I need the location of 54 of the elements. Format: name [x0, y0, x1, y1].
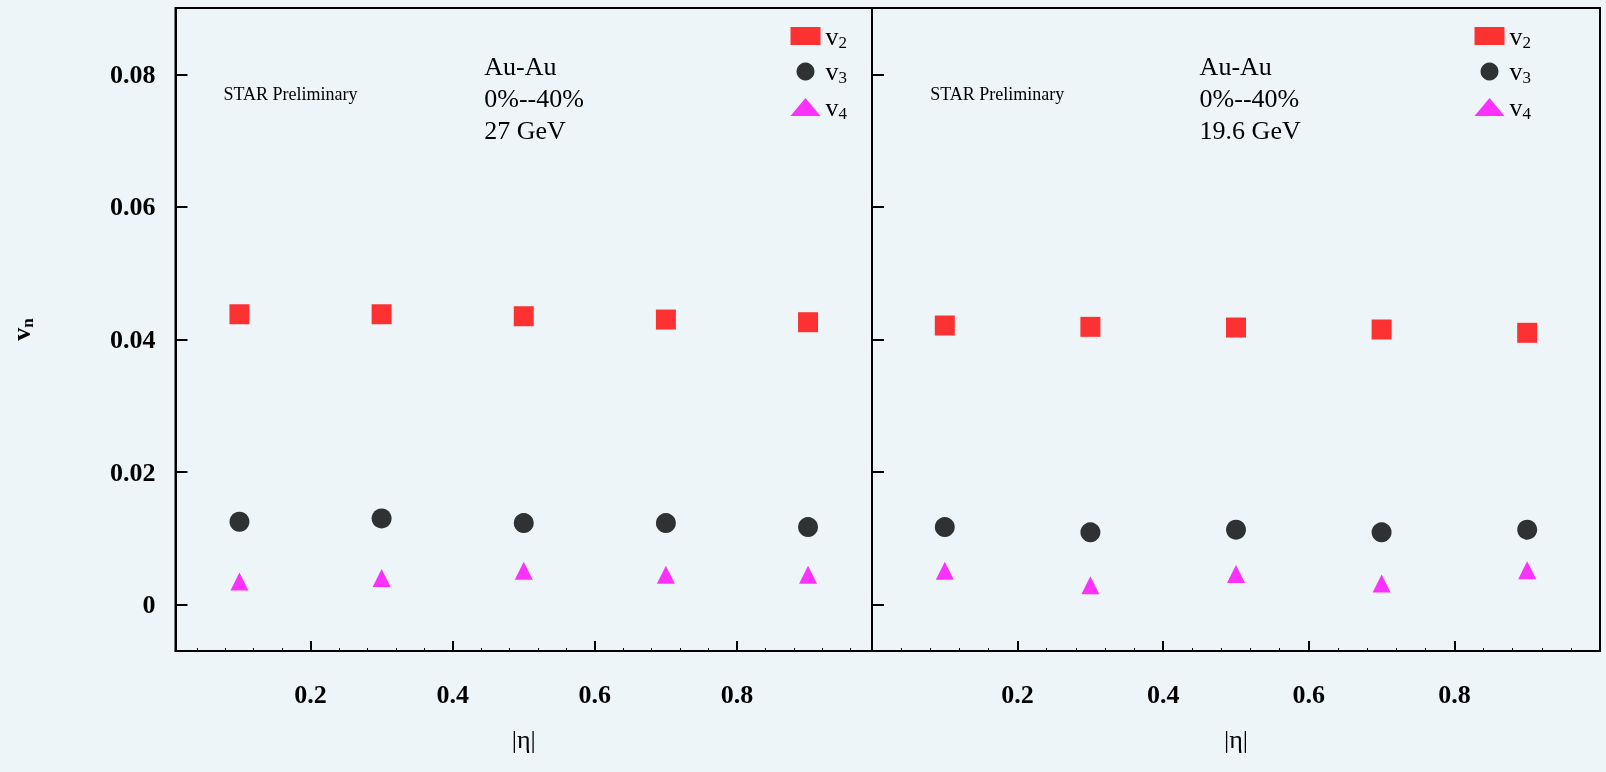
point: [513, 513, 534, 534]
point: [372, 569, 391, 588]
point: [1517, 519, 1538, 540]
point: [229, 304, 250, 325]
point: [1080, 316, 1101, 337]
y-axis-title: vn: [6, 317, 37, 341]
annotation: Au-Au: [1199, 51, 1272, 81]
y-tick-label: 0.02: [110, 457, 156, 487]
point: [934, 517, 955, 538]
point: [371, 304, 392, 325]
annotation: 27 GeV: [484, 115, 567, 145]
point: [655, 309, 676, 330]
annotation: STAR Preliminary: [223, 84, 358, 105]
x-tick-label: 0.6: [578, 679, 612, 709]
point: [1518, 561, 1537, 580]
annotation: STAR Preliminary: [930, 84, 1065, 105]
point: [1372, 574, 1391, 593]
x-axis-title: |η|: [511, 724, 536, 754]
y-tick-label: 0.04: [110, 324, 156, 354]
point: [371, 508, 392, 529]
point: [1226, 519, 1246, 540]
x-axis-title: |η|: [1223, 724, 1249, 754]
point: [798, 517, 819, 538]
point: [1227, 565, 1245, 584]
point: [514, 561, 533, 580]
y-tick-label: 0.06: [110, 192, 156, 222]
point: [1226, 317, 1246, 338]
point: [229, 511, 250, 532]
x-tick-label: 0.2: [1001, 679, 1034, 709]
point: [513, 306, 534, 327]
point: [656, 565, 675, 584]
point: [1081, 576, 1100, 595]
annotation: 19.6 GeV: [1199, 115, 1301, 145]
point: [1517, 322, 1538, 343]
annotation: 0%--40%: [484, 83, 584, 113]
point: [934, 315, 955, 336]
x-tick-label: 0.8: [1438, 679, 1471, 709]
point: [935, 561, 954, 580]
annotation: 0%--40%: [1199, 83, 1300, 113]
y-tick-label: 0: [142, 590, 156, 620]
x-tick-label: 0.8: [720, 679, 754, 709]
point: [1371, 319, 1392, 340]
x-tick-label: 0.6: [1292, 679, 1326, 709]
y-tick-label: 0.08: [110, 59, 156, 89]
point: [1371, 522, 1392, 543]
point: [655, 513, 676, 534]
x-tick-label: 0.4: [1146, 679, 1180, 709]
point: [798, 312, 819, 333]
x-tick-label: 0.2: [294, 679, 327, 709]
point: [799, 565, 818, 584]
x-tick-label: 0.4: [436, 679, 469, 709]
point: [230, 572, 249, 591]
annotation: Au-Au: [484, 51, 557, 81]
point: [1080, 522, 1101, 543]
